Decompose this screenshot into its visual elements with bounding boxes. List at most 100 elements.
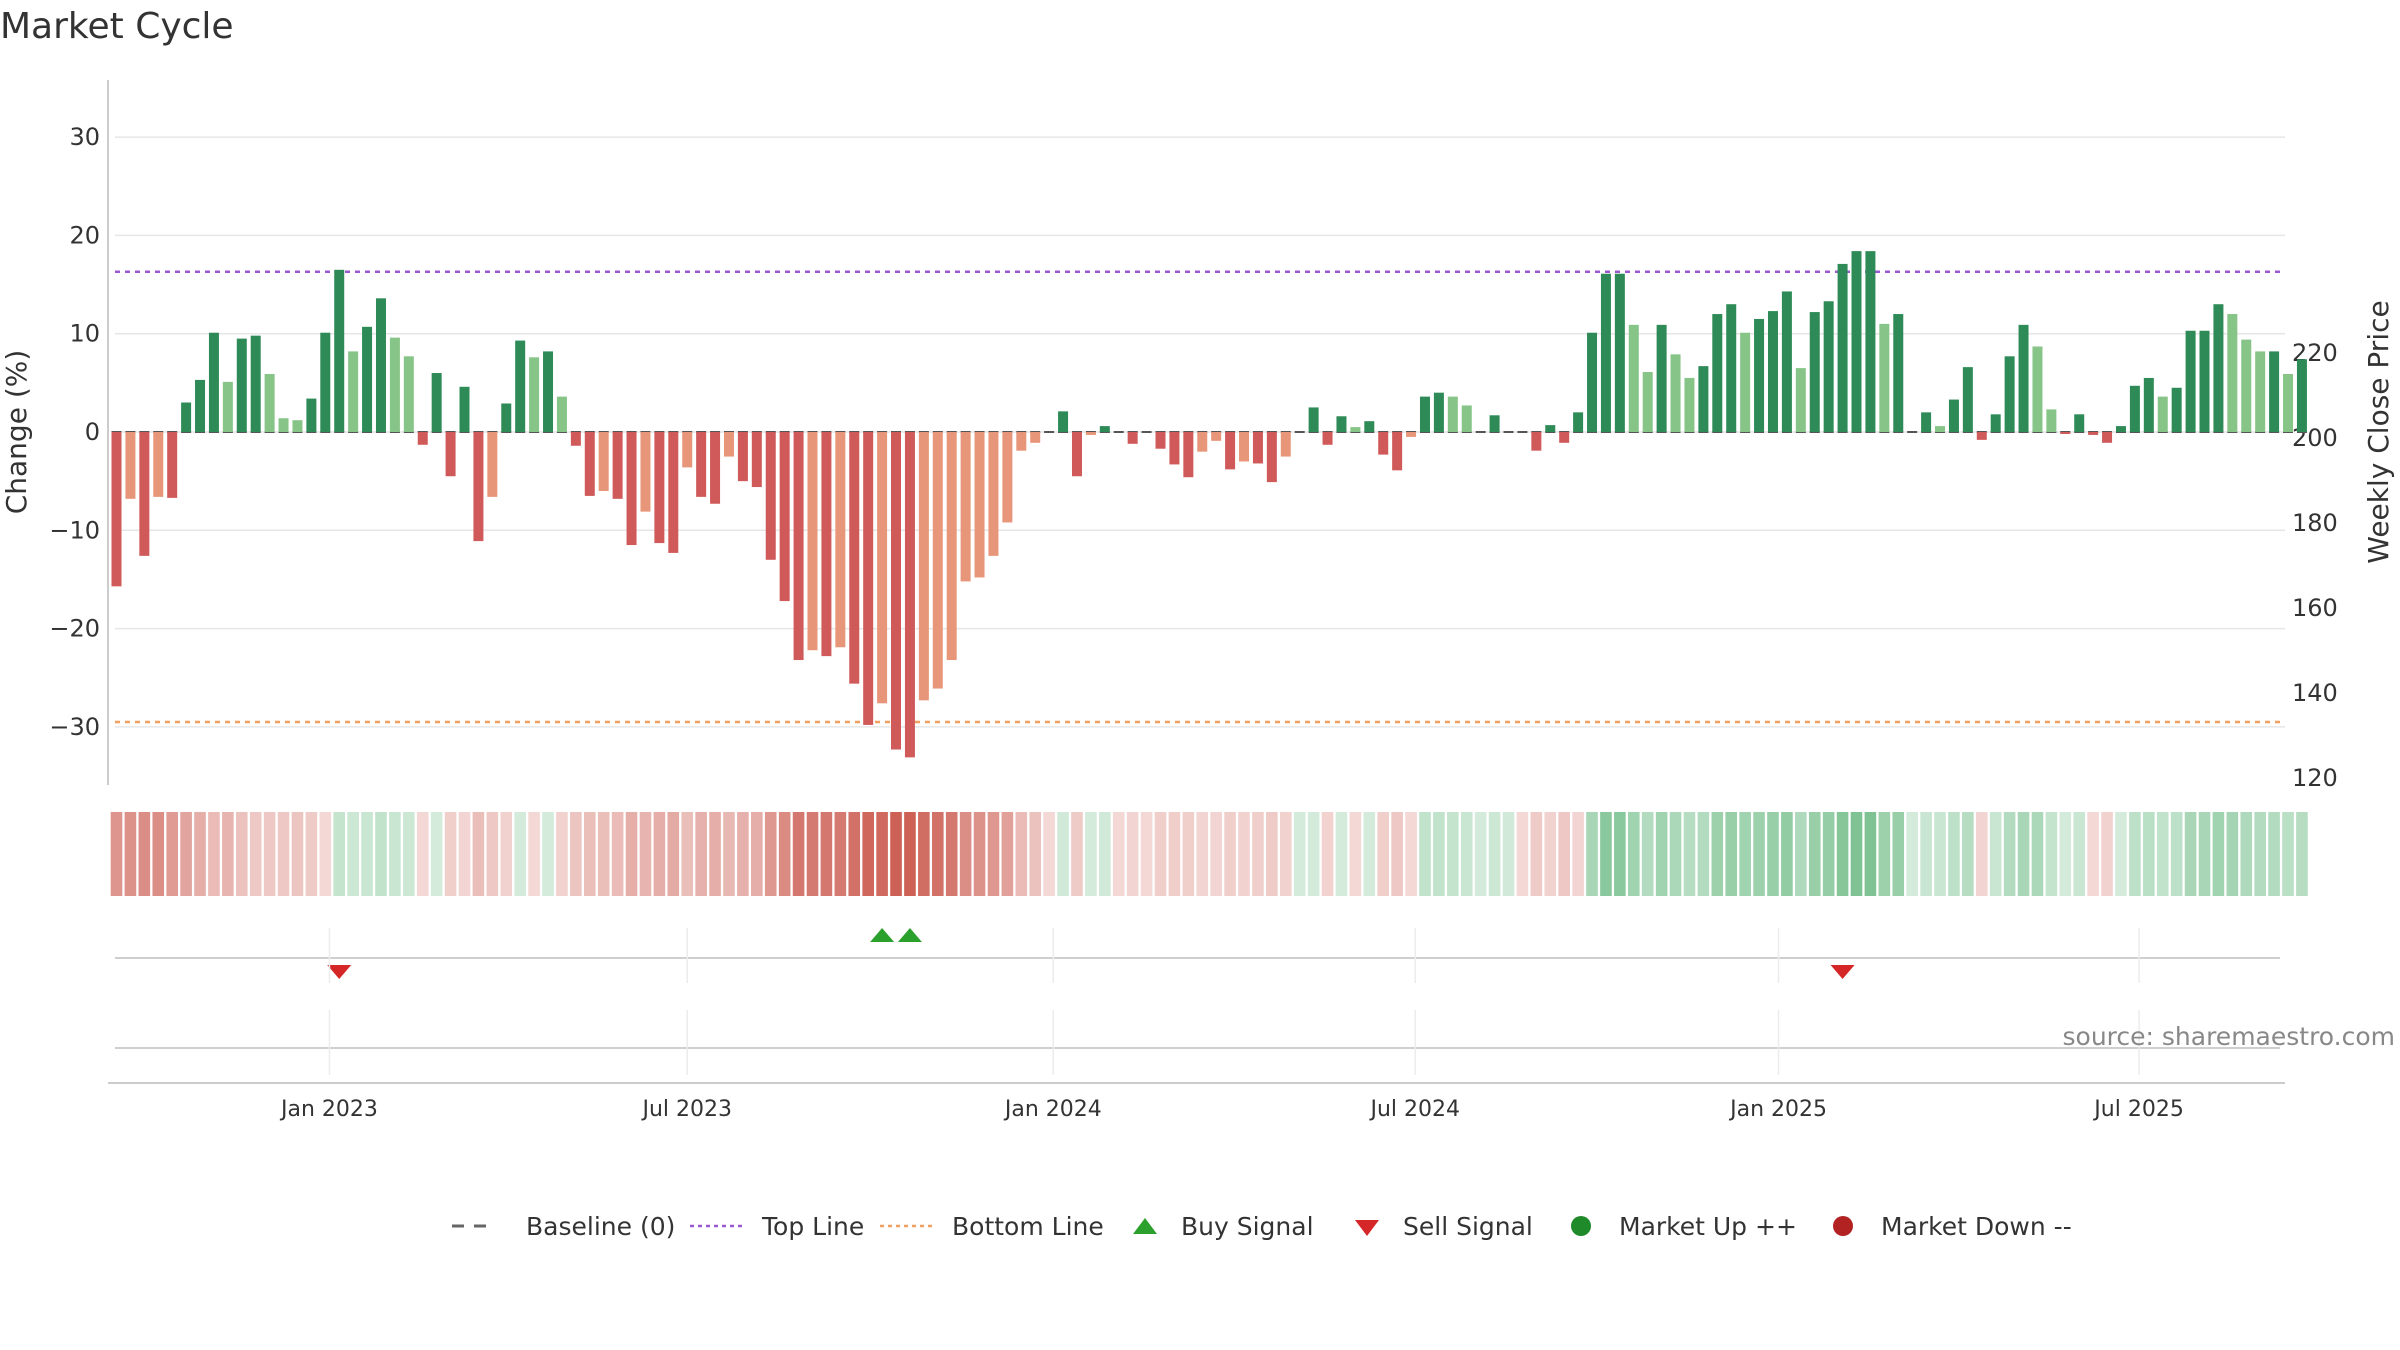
change-bar bbox=[403, 356, 414, 432]
heat-cell bbox=[2268, 812, 2280, 896]
heat-cell bbox=[2059, 812, 2072, 896]
heat-cell bbox=[486, 812, 499, 896]
x-tick-label: Jan 2025 bbox=[1728, 1097, 1827, 1122]
change-bar bbox=[111, 432, 122, 587]
heat-cell bbox=[1948, 812, 1960, 896]
change-bar bbox=[195, 379, 206, 432]
heat-cell bbox=[737, 812, 749, 896]
legend-item: Baseline (0) bbox=[452, 1212, 675, 1241]
y-tick-right: 160 bbox=[2292, 594, 2338, 622]
change-bars bbox=[111, 251, 2307, 758]
heat-cell bbox=[500, 812, 513, 896]
heat-cell bbox=[1711, 812, 1724, 896]
heat-cell bbox=[1920, 812, 1932, 896]
change-bar bbox=[1600, 273, 1611, 432]
change-bar bbox=[1239, 432, 1250, 462]
heat-cell bbox=[723, 812, 735, 896]
heat-cell bbox=[1279, 812, 1292, 896]
heat-cell bbox=[1419, 812, 1431, 896]
change-bar bbox=[278, 418, 289, 432]
heat-cell bbox=[375, 812, 387, 896]
change-bar bbox=[849, 432, 860, 684]
change-bar bbox=[779, 432, 790, 602]
change-bar bbox=[1656, 324, 1667, 432]
heat-cell bbox=[1335, 812, 1348, 896]
change-bar bbox=[1280, 432, 1291, 457]
change-bar bbox=[960, 432, 971, 582]
change-bar bbox=[1559, 432, 1570, 443]
change-bar bbox=[181, 402, 192, 432]
heat-cell bbox=[1572, 812, 1584, 896]
heat-cell bbox=[834, 812, 847, 896]
heat-cell bbox=[1516, 812, 1529, 896]
change-bar bbox=[1948, 399, 1959, 432]
heat-cell bbox=[597, 812, 610, 896]
heat-cell bbox=[931, 812, 944, 896]
change-bar bbox=[1155, 432, 1166, 449]
change-bar bbox=[250, 335, 261, 432]
heat-cell bbox=[1544, 812, 1557, 896]
change-bar bbox=[863, 432, 874, 725]
change-bar bbox=[1823, 301, 1834, 432]
change-bar bbox=[2074, 414, 2085, 432]
heat-cell bbox=[1878, 812, 1891, 896]
heat-cell bbox=[277, 812, 290, 896]
legend-label: Sell Signal bbox=[1403, 1212, 1533, 1241]
y-tick-left: −20 bbox=[49, 615, 100, 643]
change-bar bbox=[2102, 432, 2113, 443]
heat-cell bbox=[1502, 812, 1515, 896]
heat-cell bbox=[194, 812, 206, 896]
heat-cell bbox=[2156, 812, 2169, 896]
heat-cell bbox=[235, 812, 248, 896]
change-bar bbox=[1851, 251, 1862, 432]
heat-cell bbox=[1391, 812, 1403, 896]
change-bar bbox=[1071, 432, 1082, 477]
change-bar bbox=[515, 340, 526, 432]
change-bar bbox=[1767, 311, 1778, 432]
change-bar bbox=[459, 386, 470, 432]
change-bar bbox=[1099, 426, 1110, 432]
heat-cell bbox=[2296, 812, 2308, 896]
heat-cell bbox=[876, 812, 888, 896]
heat-cell bbox=[1641, 812, 1654, 896]
change-bar bbox=[974, 432, 985, 578]
legend-label: Buy Signal bbox=[1181, 1212, 1314, 1241]
change-bar bbox=[1016, 432, 1027, 451]
heat-cell bbox=[709, 812, 721, 896]
change-bar bbox=[723, 432, 734, 457]
heat-cell bbox=[542, 812, 554, 896]
change-bar bbox=[904, 432, 915, 758]
heat-cell bbox=[1433, 812, 1445, 896]
heat-cell bbox=[110, 812, 123, 896]
heat-cell bbox=[333, 812, 346, 896]
change-bar bbox=[1531, 432, 1542, 451]
heat-cell bbox=[1836, 812, 1849, 896]
heat-cell bbox=[2212, 812, 2225, 896]
change-bar bbox=[1406, 432, 1417, 437]
y-tick-right: 140 bbox=[2292, 679, 2338, 707]
heat-cell bbox=[249, 812, 262, 896]
legend-label: Baseline (0) bbox=[526, 1212, 675, 1241]
heat-cell bbox=[1906, 812, 1918, 896]
heat-cell bbox=[1001, 812, 1014, 896]
heat-cell bbox=[361, 812, 373, 896]
heat-cell bbox=[166, 812, 178, 896]
change-bar bbox=[2115, 426, 2126, 432]
heat-cell bbox=[1586, 812, 1598, 896]
change-bar bbox=[668, 432, 679, 553]
change-bar bbox=[1837, 263, 1848, 432]
heat-cell bbox=[180, 812, 192, 896]
change-bar bbox=[612, 432, 623, 499]
heat-cell bbox=[347, 812, 359, 896]
change-bar bbox=[598, 432, 609, 491]
heat-cell bbox=[1614, 812, 1626, 896]
change-bar bbox=[1266, 432, 1277, 483]
heat-cell bbox=[1266, 812, 1278, 896]
heat-cell bbox=[862, 812, 874, 896]
change-bar bbox=[2004, 356, 2015, 432]
y-tick-right: 180 bbox=[2292, 509, 2338, 537]
change-bar bbox=[2241, 339, 2252, 432]
change-bar bbox=[682, 432, 693, 468]
heat-cell bbox=[1934, 812, 1946, 896]
change-bar bbox=[1628, 324, 1639, 432]
